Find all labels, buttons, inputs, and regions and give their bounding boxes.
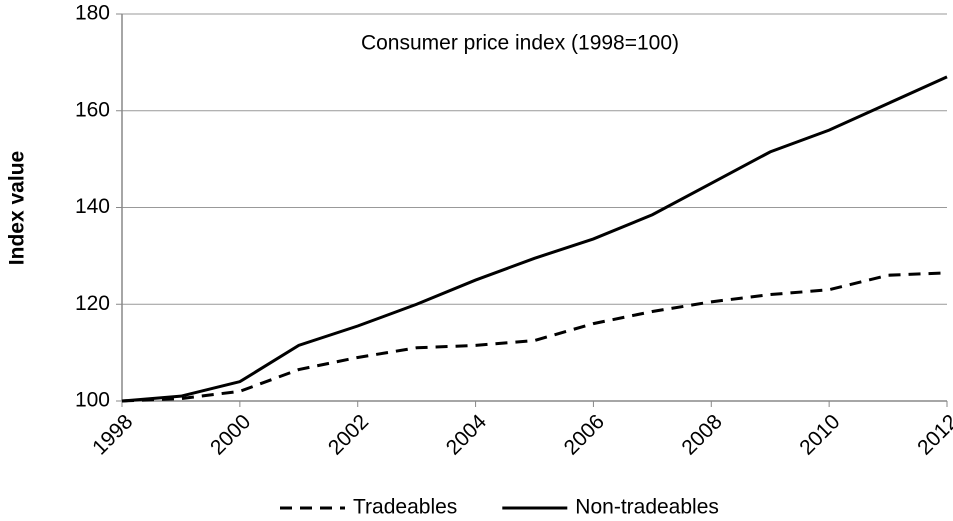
- legend-label: Tradeables: [353, 496, 457, 519]
- x-tick-label: 1998: [88, 410, 137, 459]
- y-tick-label: 100: [75, 389, 110, 412]
- x-tick-label: 2012: [913, 410, 953, 459]
- x-tick-label: 2004: [442, 410, 492, 460]
- series-line: [121, 75, 948, 403]
- x-tick-label: 2010: [795, 410, 844, 459]
- y-axis-label: Index value: [6, 151, 29, 265]
- y-tick-label: 180: [75, 2, 110, 25]
- x-tick-label: 2000: [206, 410, 255, 459]
- y-tick-label: 160: [75, 98, 110, 121]
- series-line: [121, 271, 948, 403]
- chart-title: Consumer price index (1998=100): [361, 32, 679, 55]
- x-tick-label: 2002: [324, 410, 373, 459]
- legend-label: Non-tradeables: [575, 496, 719, 519]
- y-tick-label: 140: [75, 195, 110, 218]
- x-tick-label: 2006: [560, 410, 609, 459]
- x-tick-label: 2008: [677, 410, 726, 459]
- y-tick-label: 120: [75, 292, 110, 315]
